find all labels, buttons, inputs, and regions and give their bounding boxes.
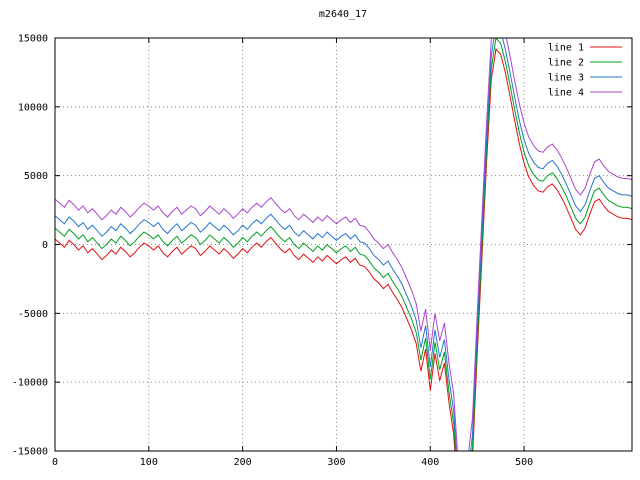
y-tick-label: 0	[42, 240, 48, 251]
legend-label: line 3	[548, 73, 584, 84]
x-tick-label: 100	[140, 457, 158, 468]
x-tick-label: 200	[234, 457, 252, 468]
series-line-4	[55, 38, 632, 451]
y-tick-label: 15000	[18, 34, 48, 45]
y-tick-label: -10000	[12, 378, 48, 389]
gridlines	[55, 38, 632, 451]
y-tick-label: 10000	[18, 102, 48, 113]
axes: 0 100 200 300 400 500 -15000 -10000 -5000 0 5000 10…	[12, 34, 632, 468]
series-line-1	[55, 47, 632, 451]
x-tick-label: 400	[421, 457, 439, 468]
legend-label: line 2	[548, 58, 584, 69]
y-tick-label: -5000	[18, 309, 48, 320]
chart-title: m2640_17	[319, 9, 367, 20]
legend-label: line 1	[548, 43, 584, 54]
series-lines	[55, 38, 632, 451]
legend-label: line 4	[548, 88, 584, 99]
x-tick-label: 500	[515, 457, 533, 468]
x-tick-label: 300	[327, 457, 345, 468]
legend: line 1 line 2 line 3 line 4	[548, 43, 622, 99]
y-tick-label: 5000	[24, 171, 48, 182]
x-tick-label: 0	[52, 457, 58, 468]
y-tick-label: -15000	[12, 447, 48, 458]
series-line-2	[55, 38, 632, 451]
series-line-3	[55, 38, 632, 451]
